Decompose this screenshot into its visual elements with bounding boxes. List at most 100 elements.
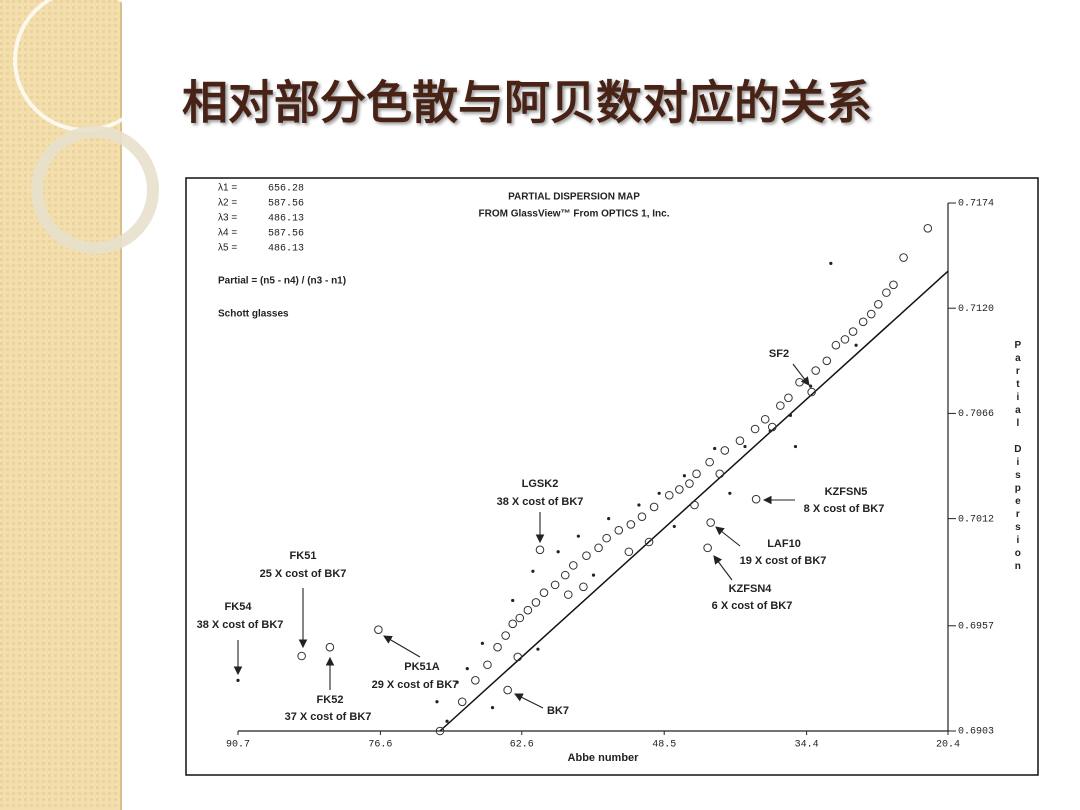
data-circle bbox=[858, 317, 868, 327]
data-dot bbox=[455, 680, 459, 684]
annotation-name: FK52 bbox=[317, 694, 344, 706]
data-dot bbox=[672, 524, 676, 529]
data-circle bbox=[550, 580, 560, 590]
arrow bbox=[383, 635, 421, 658]
data-circle bbox=[483, 660, 492, 670]
data-circle bbox=[703, 543, 712, 553]
data-dot bbox=[854, 343, 858, 347]
wavelength-value: 486.13 bbox=[268, 214, 304, 225]
chart-frame bbox=[185, 177, 1039, 776]
arrow bbox=[792, 363, 810, 386]
data-circle bbox=[624, 547, 634, 557]
data-dot bbox=[536, 647, 540, 651]
data-circle bbox=[848, 327, 858, 336]
data-circle bbox=[508, 619, 518, 629]
annotation-name: SF2 bbox=[769, 348, 789, 360]
data-circle bbox=[784, 393, 793, 403]
chart-title: PARTIAL DISPERSION MAP bbox=[508, 192, 640, 203]
data-circle bbox=[692, 469, 701, 479]
data-dot bbox=[591, 573, 596, 577]
data-circle bbox=[720, 446, 730, 455]
data-circle bbox=[614, 526, 624, 535]
slide-title: 相对部分色散与阿贝数对应的关系 bbox=[182, 76, 872, 130]
annotation-name: PK51A bbox=[404, 661, 440, 673]
data-dot bbox=[637, 503, 641, 507]
data-circle bbox=[866, 309, 876, 319]
data-circle bbox=[493, 642, 502, 652]
y-axis-label: Partial Dispersion bbox=[1012, 340, 1023, 574]
annotation-cost: 8 X cost of BK7 bbox=[804, 503, 885, 515]
y-tick-label: 0.6903 bbox=[958, 727, 994, 738]
annotation-cost: 19 X cost of BK7 bbox=[740, 555, 827, 567]
decor-ring bbox=[31, 126, 159, 254]
annotation-cost: 38 X cost of BK7 bbox=[497, 496, 584, 508]
data-circle bbox=[531, 598, 541, 607]
annotation-name: KZFSN4 bbox=[729, 583, 773, 595]
annotation-name: FK51 bbox=[290, 550, 317, 562]
data-dot bbox=[465, 667, 469, 671]
annotations: FK54 38 X cost of BK7 FK51 25 X cost of … bbox=[197, 348, 885, 723]
data-circle bbox=[501, 631, 510, 640]
data-dot bbox=[556, 550, 560, 554]
x-axis-label: Abbe number bbox=[568, 752, 640, 764]
formula: Partial = (n5 - n4) / (n3 - n1) bbox=[218, 276, 346, 287]
data-circle bbox=[811, 366, 820, 375]
annotation-name: KZFSN5 bbox=[825, 486, 868, 498]
data-circle bbox=[297, 651, 306, 661]
data-circle bbox=[644, 537, 654, 547]
wavelength-label: λ2 = bbox=[218, 198, 237, 209]
data-circle bbox=[626, 520, 636, 529]
data-circle bbox=[831, 340, 841, 350]
x-tick-label: 48.5 bbox=[652, 740, 676, 751]
data-circle bbox=[795, 377, 804, 387]
data-dot bbox=[809, 384, 813, 388]
y-tick-label: 0.7066 bbox=[958, 409, 994, 420]
data-circle bbox=[807, 387, 816, 397]
annotation-cost: 25 X cost of BK7 bbox=[260, 568, 347, 580]
y-tick-label: 0.7012 bbox=[958, 514, 994, 525]
x-tick-label: 90.7 bbox=[226, 740, 250, 751]
arrow bbox=[713, 555, 733, 581]
data-circle bbox=[523, 605, 533, 615]
annotation-cost: 38 X cost of BK7 bbox=[197, 619, 284, 631]
data-circle bbox=[471, 676, 480, 685]
wavelength-label: λ5 = bbox=[218, 243, 237, 254]
data-circle bbox=[690, 500, 699, 510]
data-dot bbox=[768, 429, 772, 433]
data-circle bbox=[715, 469, 725, 479]
data-circle bbox=[539, 588, 549, 597]
data-circle bbox=[735, 436, 745, 445]
annotation-cost: 37 X cost of BK7 bbox=[285, 711, 372, 723]
data-dot bbox=[829, 261, 833, 265]
data-dot bbox=[511, 598, 515, 603]
x-tick-label: 20.4 bbox=[936, 740, 960, 751]
data-circle bbox=[374, 625, 383, 634]
data-circle bbox=[569, 561, 578, 570]
x-tick-label: 34.4 bbox=[795, 740, 819, 751]
data-circle bbox=[767, 422, 777, 432]
x-tick-label: 62.6 bbox=[510, 740, 534, 751]
data-circle bbox=[435, 726, 445, 736]
y-tick-label: 0.7120 bbox=[958, 304, 994, 315]
data-circle bbox=[637, 512, 647, 521]
data-circle bbox=[751, 494, 761, 504]
data-circle bbox=[923, 224, 933, 233]
y-tick-label: 0.7174 bbox=[958, 199, 994, 210]
data-circle bbox=[822, 356, 832, 366]
data-circle bbox=[649, 502, 659, 512]
arrow bbox=[514, 693, 544, 709]
data-circle bbox=[560, 570, 570, 580]
data-circle bbox=[776, 401, 785, 410]
data-dot bbox=[490, 706, 495, 710]
data-circle bbox=[899, 253, 908, 262]
chart-subtitle: FROM GlassView™ From OPTICS 1, Inc. bbox=[479, 209, 670, 220]
y-tick-label: 0.6957 bbox=[958, 621, 994, 632]
wavelength-value: 587.56 bbox=[268, 229, 304, 240]
data-dot bbox=[728, 491, 732, 495]
x-tick-label: 76.6 bbox=[368, 740, 392, 751]
data-dot bbox=[788, 413, 793, 417]
annotation-name: LAF10 bbox=[767, 538, 801, 550]
data-dot bbox=[607, 517, 611, 521]
data-circle bbox=[889, 280, 898, 290]
